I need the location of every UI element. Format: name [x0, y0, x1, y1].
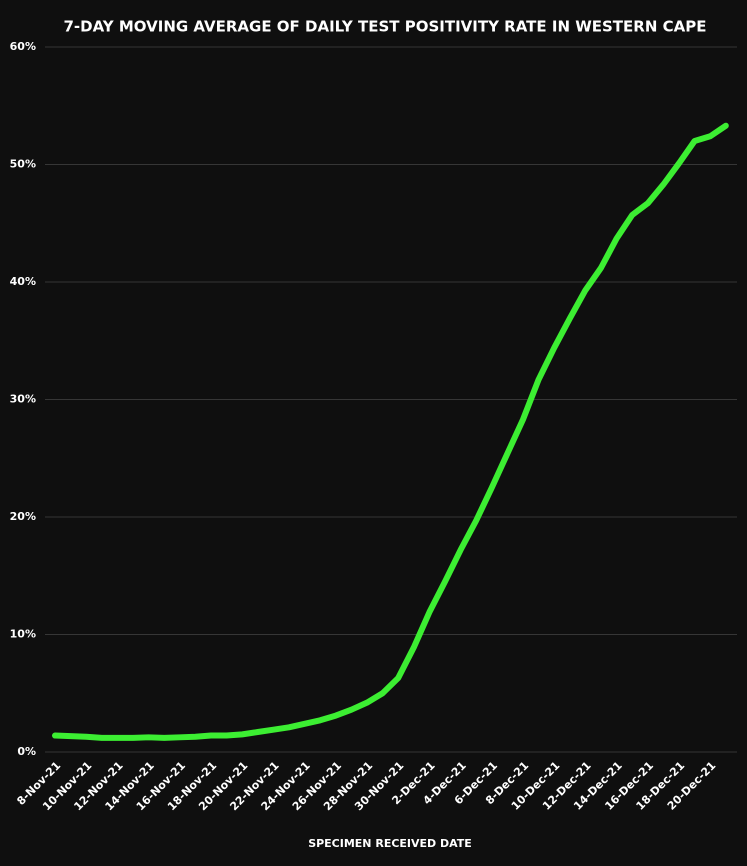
y-tick-label: 10% — [10, 628, 36, 641]
data-line — [52, 122, 729, 741]
chart-title: 7-DAY MOVING AVERAGE OF DAILY TEST POSIT… — [64, 18, 707, 36]
y-tick-label: 0% — [17, 745, 36, 758]
y-tick-label: 40% — [10, 275, 36, 288]
y-tick-label: 30% — [10, 393, 36, 406]
y-tick-label: 60% — [10, 40, 36, 53]
y-tick-label: 50% — [10, 158, 36, 171]
x-axis-title: SPECIMEN RECEIVED DATE — [308, 837, 472, 850]
y-tick-label: 20% — [10, 510, 36, 523]
